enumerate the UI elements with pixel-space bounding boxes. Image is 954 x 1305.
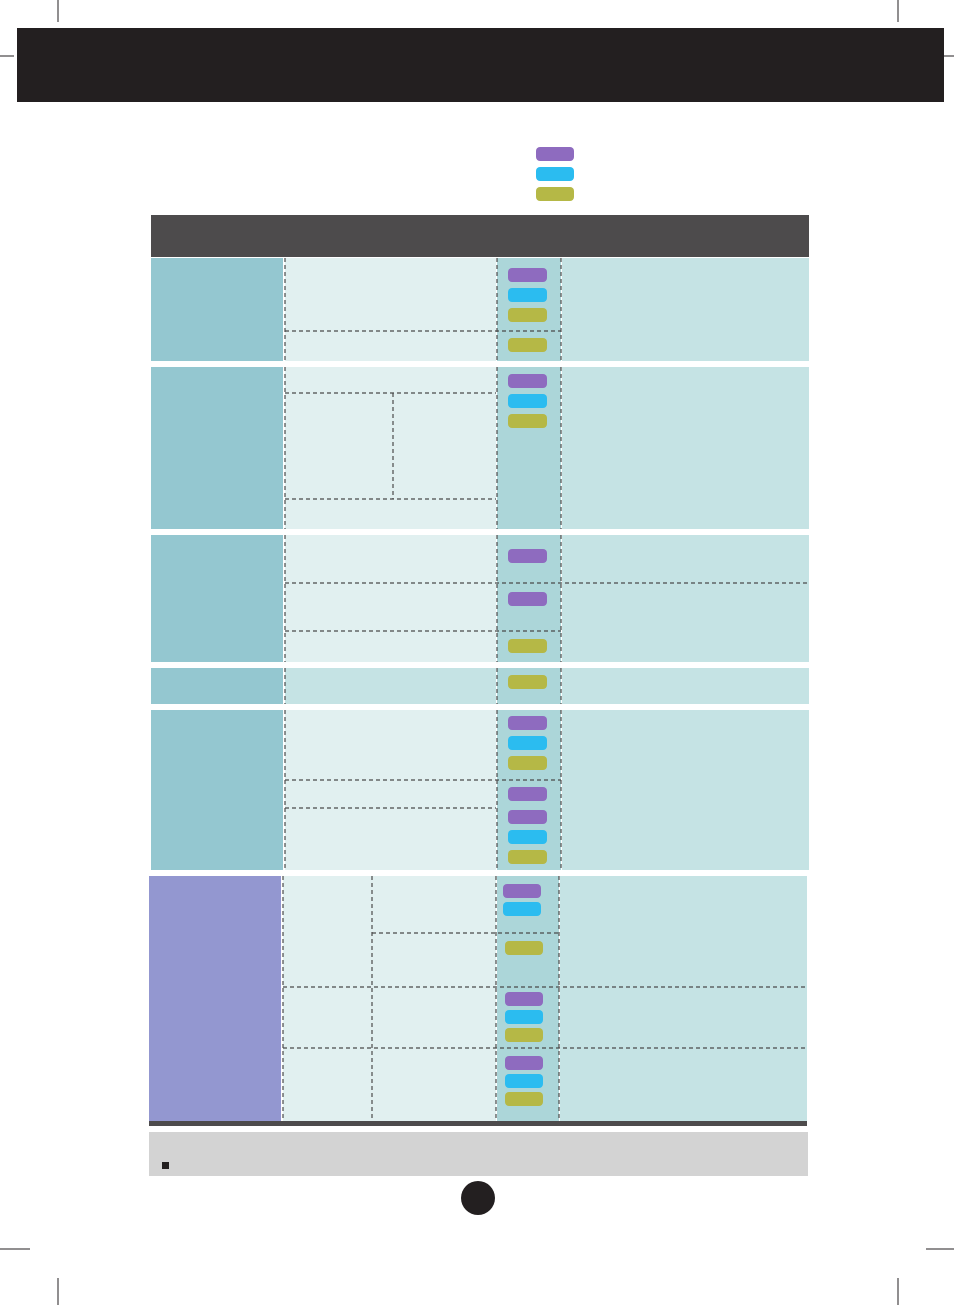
pill — [505, 1092, 543, 1106]
cell — [285, 535, 496, 662]
pill — [508, 830, 547, 844]
cell — [562, 367, 809, 529]
pill — [508, 716, 547, 730]
pill — [508, 810, 547, 824]
pill — [508, 288, 547, 302]
cell — [562, 710, 809, 870]
pill — [508, 338, 547, 352]
pill — [508, 414, 547, 428]
cell — [560, 876, 807, 1121]
cell — [285, 668, 496, 704]
pill — [505, 1074, 543, 1088]
legend-pill — [536, 187, 574, 201]
legend-pill — [536, 147, 574, 161]
pill — [503, 902, 541, 916]
note-box — [149, 1132, 808, 1176]
legend-pill — [536, 167, 574, 181]
pill — [508, 308, 547, 322]
pill — [503, 884, 541, 898]
row-label-cell — [149, 876, 281, 1121]
cell — [285, 710, 496, 870]
pill — [508, 394, 547, 408]
row-label-cell — [151, 258, 283, 361]
row-label-cell — [151, 367, 283, 529]
pill — [508, 736, 547, 750]
row-label-cell — [151, 668, 283, 704]
pill — [508, 850, 547, 864]
row-label-cell — [151, 535, 283, 662]
cell — [562, 668, 809, 704]
cell — [497, 367, 561, 529]
cell — [285, 367, 496, 529]
header-bar — [17, 28, 944, 102]
row-label-cell — [151, 710, 283, 870]
table-bottom-rule — [149, 1121, 807, 1126]
bullet — [162, 1162, 169, 1169]
pill — [505, 1056, 543, 1070]
table-header — [151, 215, 809, 257]
pill — [508, 374, 547, 388]
pill — [508, 592, 547, 606]
cell — [285, 258, 496, 361]
pill — [505, 1010, 543, 1024]
pill — [508, 549, 547, 563]
pill — [508, 787, 547, 801]
pill — [508, 756, 547, 770]
cell — [562, 535, 809, 662]
pill — [505, 941, 543, 955]
page-number-badge — [461, 1181, 495, 1215]
pill — [505, 1028, 543, 1042]
pill — [508, 675, 547, 689]
pill — [505, 992, 543, 1006]
cell — [283, 876, 496, 1121]
pill — [508, 639, 547, 653]
cell — [562, 258, 809, 361]
pill — [508, 268, 547, 282]
